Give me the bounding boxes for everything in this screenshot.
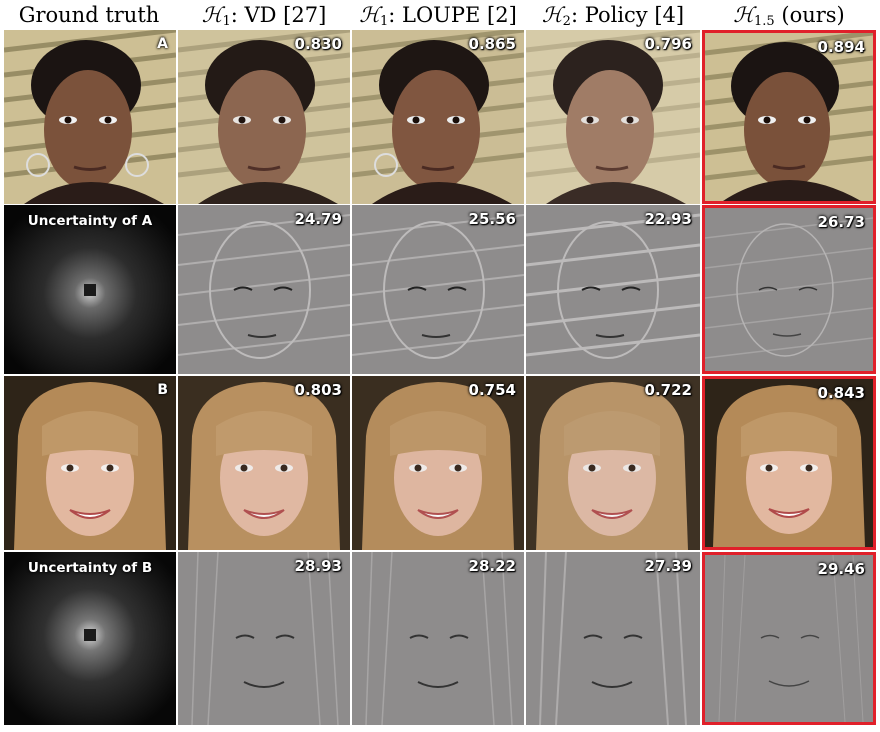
header-vd-sub: 1 <box>222 14 230 29</box>
ssim-value: 0.830 <box>295 35 342 53</box>
header-vd-text: : VD [27] <box>231 3 327 27</box>
uncertainty-label-b: Uncertainty of B <box>4 560 176 576</box>
ssim-value: 0.865 <box>469 35 516 53</box>
header-vd-symbol: ℋ <box>202 3 223 27</box>
header-ours-symbol: ℋ <box>733 3 754 27</box>
image-ours-b: 0.843 <box>702 376 876 550</box>
header-policy: ℋ2: Policy [4] <box>526 0 700 30</box>
ssim-value: 0.843 <box>818 384 865 402</box>
uncertainty-map-a: Uncertainty of A <box>4 205 176 374</box>
image-gt-a: A <box>4 30 176 204</box>
header-policy-sub: 2 <box>563 14 571 29</box>
subject-tag-a: A <box>157 36 168 52</box>
header-policy-symbol: ℋ <box>542 3 563 27</box>
error-map-policy-b: 27.39 <box>526 552 700 725</box>
psnr-value: 22.93 <box>645 210 692 228</box>
image-loupe-a: 0.865 <box>352 30 524 204</box>
face-a-picture <box>178 30 350 204</box>
face-b-picture <box>526 376 700 550</box>
psnr-value: 28.93 <box>295 557 342 575</box>
error-map-picture <box>352 552 524 725</box>
face-b-picture <box>705 379 873 547</box>
image-vd-b: 0.803 <box>178 376 350 550</box>
header-ours-sub: 1.5 <box>754 14 775 29</box>
error-map-picture <box>526 552 700 725</box>
error-map-policy-a: 22.93 <box>526 205 700 374</box>
error-map-picture <box>526 205 700 374</box>
header-loupe-symbol: ℋ <box>359 3 380 27</box>
error-map-loupe-a: 25.56 <box>352 205 524 374</box>
error-map-picture <box>178 205 350 374</box>
header-vd: ℋ1: VD [27] <box>178 0 350 30</box>
image-loupe-b: 0.754 <box>352 376 524 550</box>
subject-tag-b: B <box>157 382 168 398</box>
error-map-picture <box>178 552 350 725</box>
error-map-picture <box>352 205 524 374</box>
uncertainty-map-b: Uncertainty of B <box>4 552 176 725</box>
psnr-value: 25.56 <box>469 210 516 228</box>
image-policy-b: 0.722 <box>526 376 700 550</box>
ssim-value: 0.796 <box>645 35 692 53</box>
error-map-vd-a: 24.79 <box>178 205 350 374</box>
ssim-value: 0.754 <box>469 381 516 399</box>
ssim-value: 0.803 <box>295 381 342 399</box>
error-map-ours-a: 26.73 <box>702 205 876 374</box>
error-map-loupe-b: 28.22 <box>352 552 524 725</box>
psnr-value: 24.79 <box>295 210 342 228</box>
face-a-picture <box>705 33 873 201</box>
header-policy-text: : Policy [4] <box>571 3 684 27</box>
error-map-vd-b: 28.93 <box>178 552 350 725</box>
error-map-ours-b: 29.46 <box>702 552 876 725</box>
uncertainty-map-picture <box>4 205 176 374</box>
header-ours-text: (ours) <box>775 3 845 27</box>
face-a-picture <box>352 30 524 204</box>
image-ours-a: 0.894 <box>702 30 876 204</box>
psnr-value: 26.73 <box>818 213 865 231</box>
header-loupe-text: : LOUPE [2] <box>388 3 517 27</box>
header-ground-truth: Ground truth <box>4 0 174 30</box>
face-b-picture <box>352 376 524 550</box>
face-a-picture <box>4 30 176 204</box>
header-loupe: ℋ1: LOUPE [2] <box>352 0 524 30</box>
uncertainty-label-a: Uncertainty of A <box>4 213 176 229</box>
image-gt-b: B <box>4 376 176 550</box>
face-b-picture <box>4 376 176 550</box>
face-b-picture <box>178 376 350 550</box>
image-vd-a: 0.830 <box>178 30 350 204</box>
psnr-value: 27.39 <box>645 557 692 575</box>
uncertainty-map-picture <box>4 552 176 725</box>
ssim-value: 0.894 <box>818 38 865 56</box>
error-map-picture <box>705 208 873 371</box>
psnr-value: 28.22 <box>469 557 516 575</box>
psnr-value: 29.46 <box>818 560 865 578</box>
header-ours: ℋ1.5 (ours) <box>702 0 876 30</box>
image-policy-a: 0.796 <box>526 30 700 204</box>
error-map-picture <box>705 555 873 722</box>
ssim-value: 0.722 <box>645 381 692 399</box>
face-a-picture <box>526 30 700 204</box>
